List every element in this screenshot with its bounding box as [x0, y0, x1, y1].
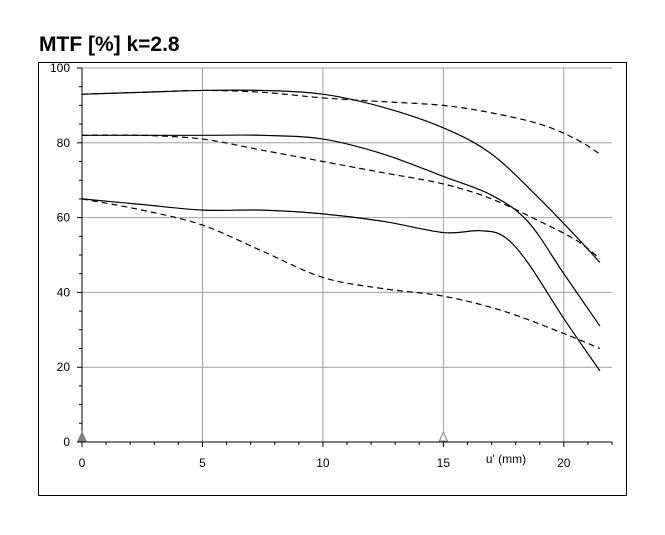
series-line-4-dashed	[81, 134, 601, 260]
field-marker-hollow-triangle	[438, 430, 449, 442]
grid	[82, 67, 612, 442]
series-line-6-dashed	[81, 198, 601, 350]
series	[81, 89, 601, 372]
tick-labels: 0 20 40 60 80 100 0 5 10 15 20	[50, 61, 571, 470]
x-tick-label: 20	[557, 456, 571, 470]
y-tick-label: 20	[57, 360, 71, 374]
y-tick-label: 60	[57, 211, 71, 225]
y-tick-label: 100	[50, 61, 70, 75]
y-tick-label: 80	[57, 136, 71, 150]
y-tick-label: 40	[57, 285, 71, 299]
series-line-1-solid	[81, 89, 601, 263]
field-marker-filled-triangle	[77, 430, 87, 442]
x-tick-label: 5	[199, 456, 206, 470]
series-line-5-solid	[81, 198, 601, 372]
series-line-2-dashed	[81, 89, 601, 155]
chart-frame	[38, 62, 627, 496]
axes	[77, 67, 613, 447]
chart-title: MTF [%] k=2.8	[39, 33, 180, 56]
series-line-3-solid	[82, 134, 601, 327]
x-tick-label: 10	[316, 456, 330, 470]
x-tick-label: 15	[437, 456, 451, 470]
x-axis-title: u' (mm)	[486, 452, 526, 466]
field-markers	[77, 430, 449, 442]
y-tick-label: 0	[63, 435, 70, 449]
x-tick-label: 0	[79, 456, 86, 470]
